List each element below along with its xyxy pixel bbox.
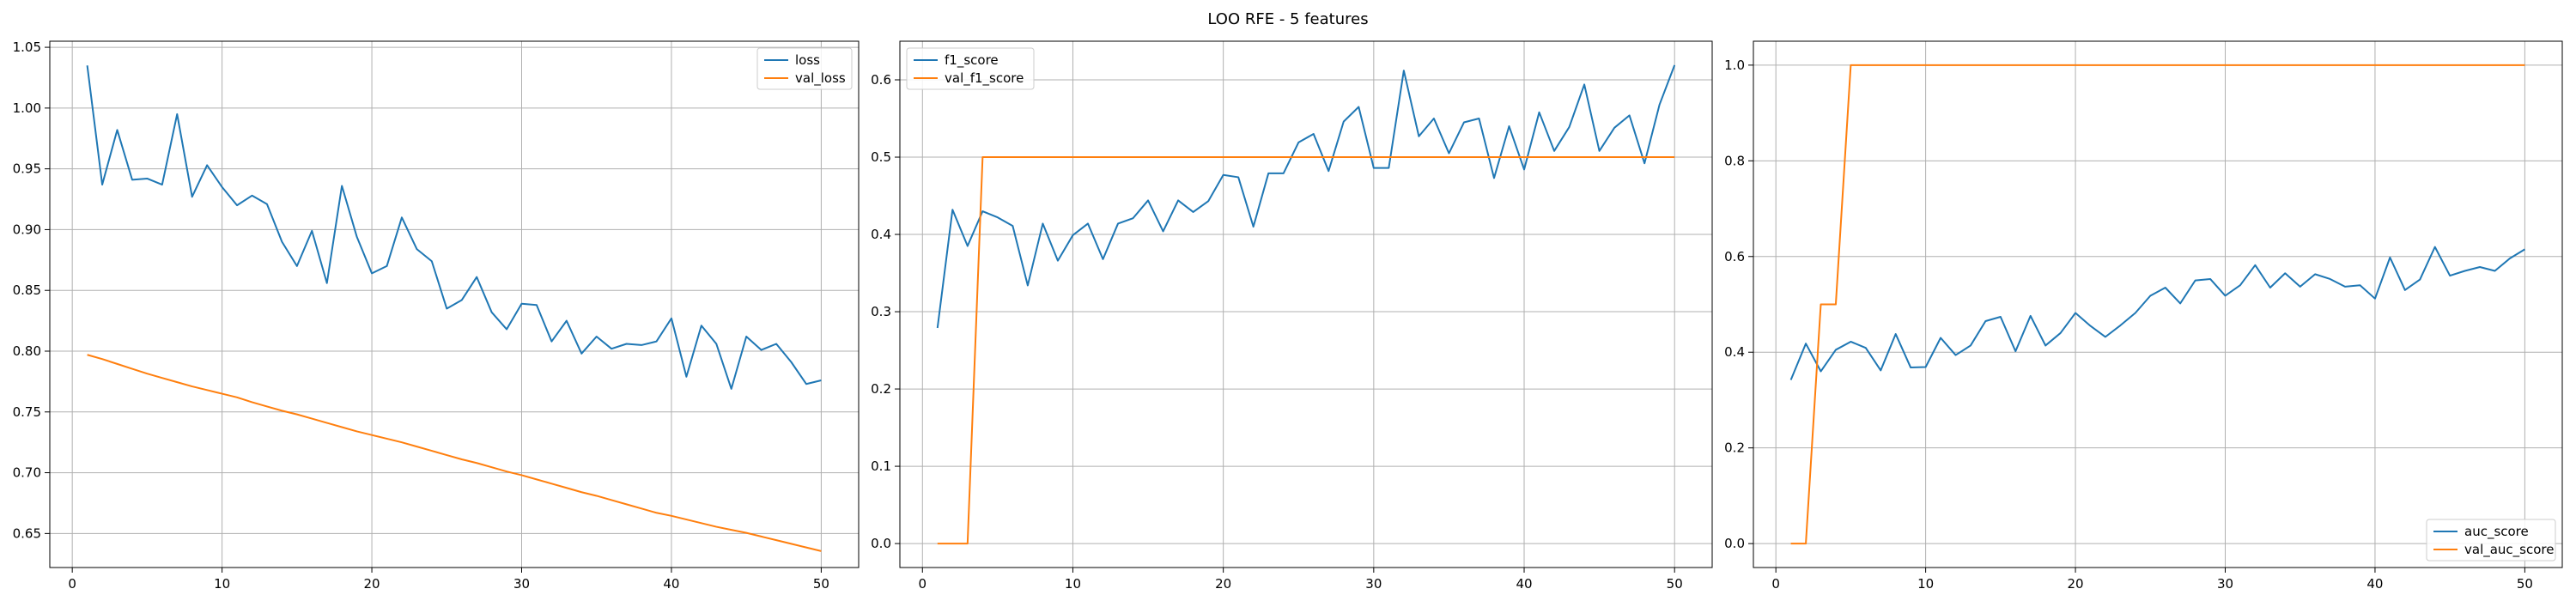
y-tick-label: 0.1 <box>871 458 891 474</box>
x-tick-label: 30 <box>2217 576 2233 592</box>
legend-label-auc_score: auc_score <box>2464 524 2529 540</box>
x-tick-label: 40 <box>2366 576 2383 592</box>
series-line-val_f1_score <box>937 156 1675 545</box>
legend: auc_score val_auc_score <box>2426 519 2556 562</box>
y-tick-label: 0.5 <box>871 149 891 165</box>
x-tick-label: 50 <box>2517 576 2533 592</box>
y-tick-label: 0.75 <box>13 404 41 420</box>
x-tick-label: 30 <box>513 576 530 592</box>
legend-box <box>906 47 1035 90</box>
y-tick-label: 0.95 <box>13 161 41 177</box>
y-tick-label: 0.0 <box>871 536 891 551</box>
x-tick-label: 50 <box>813 576 829 592</box>
x-tick-label: 20 <box>2068 576 2084 592</box>
legend: loss val_loss <box>756 47 853 90</box>
legend-label-val_loss: val_loss <box>795 70 846 87</box>
y-tick-label: 0.80 <box>13 343 41 359</box>
x-tick-label: 40 <box>663 576 679 592</box>
y-tick-label: 0.65 <box>13 525 41 541</box>
y-tick-label: 0.2 <box>1724 440 1745 456</box>
y-tick-label: 1.00 <box>13 100 41 116</box>
x-tick-label: 0 <box>1771 576 1780 592</box>
series-line-val_auc_score <box>1790 64 2525 545</box>
x-tick-label: 20 <box>364 576 380 592</box>
legend-label-f1_score: f1_score <box>945 52 999 69</box>
subplot-1: 0 10 20 30 40 50 0.65 0.70 0.75 0.80 0.85 0.90 0.95 1… <box>13 39 860 592</box>
y-tick-label: 1.05 <box>13 39 41 55</box>
axes-frame <box>1753 40 2563 568</box>
y-tick-label: 0.85 <box>13 282 41 298</box>
y-tick-label: 0.6 <box>871 72 891 88</box>
series-line-val_loss <box>87 354 822 552</box>
x-tick-label: 10 <box>1917 576 1934 592</box>
subplots: 0 10 20 30 40 500.650.700.750.800.850.900.951… <box>13 39 2563 592</box>
legend-label-val_f1_score: val_f1_score <box>945 70 1024 87</box>
x-tick-label: 10 <box>1065 576 1081 592</box>
x-tick-label: 10 <box>214 576 230 592</box>
y-tick-label: 0.70 <box>13 465 41 481</box>
x-tick-label: 0 <box>68 576 76 592</box>
series-line-auc_score <box>1789 246 2525 380</box>
y-tick-label: 0.6 <box>1724 249 1745 264</box>
y-tick-label: 0.90 <box>13 222 41 237</box>
y-tick-label: 0.0 <box>1724 536 1745 551</box>
legend-label-loss: loss <box>795 52 820 68</box>
series-line-loss <box>86 65 822 390</box>
subplot-3: 0 10 20 30 40 50 0.0 0.2 0.4 0.6 0.8 1.0 auc_scoreva… <box>1724 40 2563 592</box>
axes-frame <box>899 40 1713 568</box>
legend-box <box>2426 519 2556 562</box>
y-tick-label: 0.3 <box>871 304 891 319</box>
x-tick-label: 0 <box>919 576 927 592</box>
series-line-f1_score <box>936 64 1676 329</box>
y-tick-label: 1.0 <box>1724 58 1745 73</box>
y-tick-label: 0.4 <box>1724 344 1745 360</box>
y-tick-label: 0.8 <box>1724 153 1745 168</box>
x-tick-label: 50 <box>1667 576 1683 592</box>
y-tick-label: 0.4 <box>871 227 891 242</box>
x-tick-label: 40 <box>1516 576 1532 592</box>
subplot-2: 0 10 20 30 40 50 0.0 0.1 0.2 0.3 0.4 0.5 0.6 f1_score… <box>871 40 1713 592</box>
x-tick-label: 20 <box>1215 576 1231 592</box>
y-tick-label: 0.2 <box>871 381 891 397</box>
axes-frame <box>49 40 860 568</box>
legend-label-val_auc_score: val_auc_score <box>2464 542 2555 558</box>
figure-title: LOO RFE - 5 features <box>1207 10 1368 28</box>
x-tick-label: 30 <box>1365 576 1382 592</box>
